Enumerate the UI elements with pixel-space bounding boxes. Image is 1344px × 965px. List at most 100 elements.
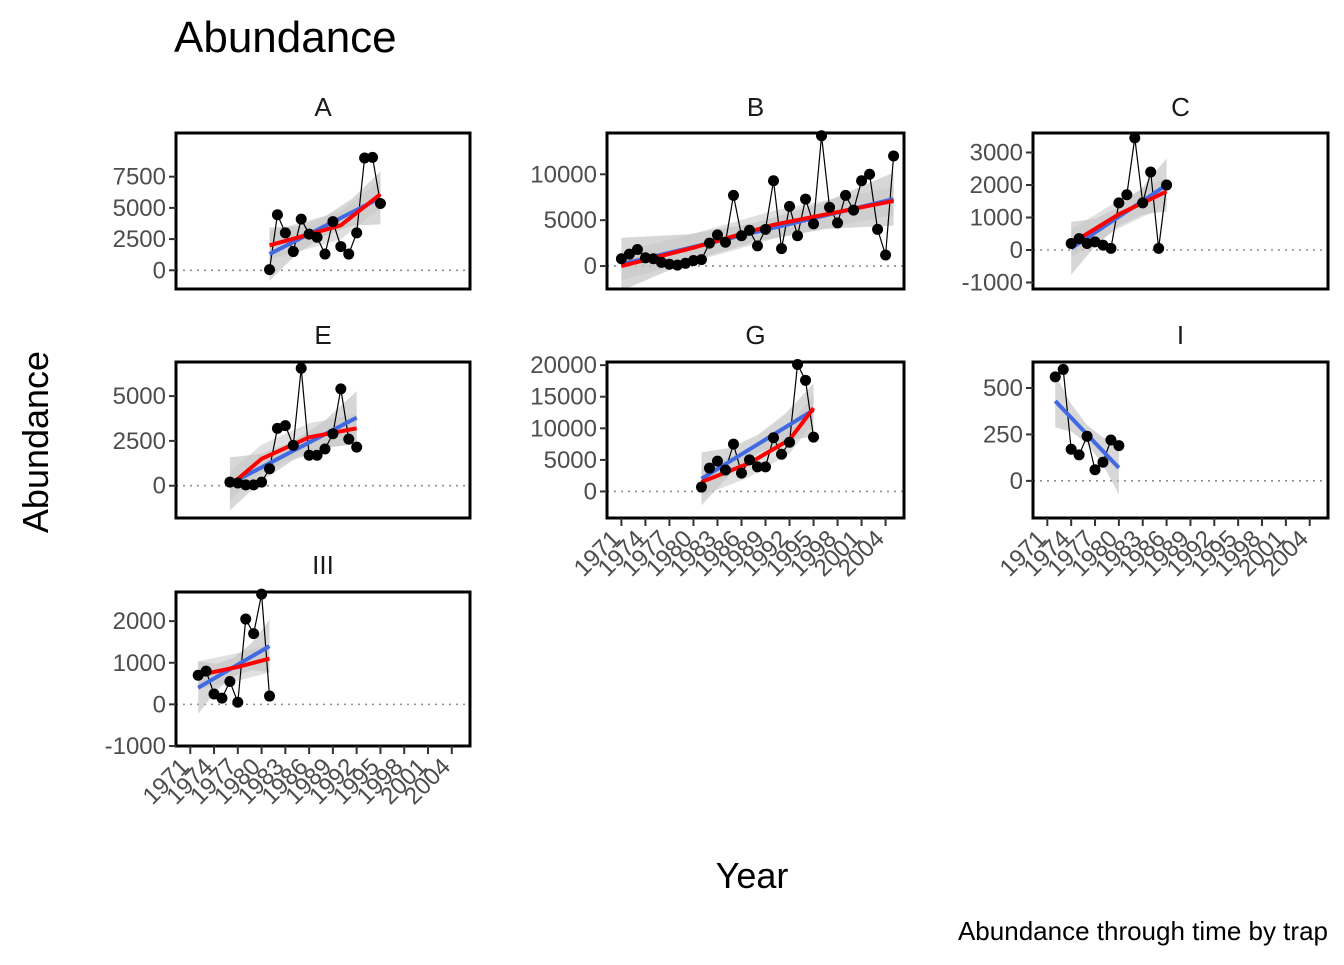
data-point bbox=[1073, 449, 1085, 461]
data-point bbox=[743, 224, 755, 236]
data-point bbox=[1161, 179, 1173, 191]
y-tick-label: 0 bbox=[153, 691, 166, 718]
curve-fit-line bbox=[1070, 189, 1168, 246]
linear-fit-line bbox=[1070, 183, 1168, 251]
data-point bbox=[343, 433, 355, 445]
plot-area-c bbox=[1033, 137, 1328, 275]
data-point bbox=[768, 175, 780, 187]
y-tick-label: 15000 bbox=[530, 384, 597, 411]
data-point bbox=[256, 476, 268, 488]
data-point bbox=[1145, 166, 1157, 178]
data-point bbox=[792, 230, 804, 242]
panel-frame bbox=[1031, 360, 1330, 520]
data-point bbox=[1081, 430, 1093, 442]
y-tick-label: 2000 bbox=[970, 172, 1023, 199]
y-tick-label: 10000 bbox=[530, 161, 597, 188]
data-point bbox=[1113, 440, 1125, 452]
data-point bbox=[1121, 189, 1133, 201]
data-point bbox=[367, 151, 379, 163]
data-point bbox=[864, 168, 876, 180]
data-point bbox=[335, 241, 347, 253]
data-point bbox=[264, 690, 276, 702]
data-point bbox=[271, 209, 283, 221]
data-point bbox=[719, 464, 731, 476]
data-point bbox=[343, 248, 355, 260]
data-point bbox=[311, 449, 323, 461]
panel-frame bbox=[605, 360, 906, 520]
y-tick-label: 1000 bbox=[970, 205, 1023, 232]
data-point bbox=[639, 252, 651, 264]
y-tick-label: 0 bbox=[1010, 237, 1023, 264]
data-point bbox=[327, 216, 339, 228]
data-point bbox=[631, 244, 643, 256]
y-tick-label: 10000 bbox=[530, 415, 597, 442]
x-axis-label: Year bbox=[716, 855, 789, 896]
panel-i: I025050019711974197719801983198619891992… bbox=[983, 320, 1330, 582]
panel-b: B 0 5000 10000 bbox=[530, 92, 906, 291]
data-point bbox=[1137, 197, 1149, 209]
panel-e: E 0 2500 5000 bbox=[113, 320, 472, 520]
data-point bbox=[856, 175, 868, 187]
y-tick-label: 2000 bbox=[113, 608, 166, 635]
data-point bbox=[695, 481, 707, 493]
data-point bbox=[264, 463, 276, 475]
y-tick-label: -1000 bbox=[105, 733, 166, 760]
data-point bbox=[1049, 371, 1061, 383]
data-point bbox=[287, 439, 299, 451]
data-point bbox=[295, 213, 307, 225]
y-tick-label: 0 bbox=[1010, 468, 1023, 495]
data-point bbox=[311, 231, 323, 243]
strip-label-b: B bbox=[747, 92, 764, 122]
data-point bbox=[840, 189, 852, 201]
panel-iii: III-100001000200019711974197719801983198… bbox=[105, 550, 472, 810]
y-tick-label: -1000 bbox=[962, 270, 1023, 297]
data-point bbox=[880, 249, 892, 261]
plot-area-e bbox=[176, 368, 470, 511]
data-point bbox=[776, 448, 788, 460]
y-tick-label: 5000 bbox=[544, 447, 597, 474]
y-tick-label: 0 bbox=[153, 257, 166, 284]
data-point bbox=[719, 236, 731, 248]
y-tick-label: 0 bbox=[153, 473, 166, 500]
strip-label-g: G bbox=[745, 320, 765, 350]
y-tick-label: 2500 bbox=[113, 428, 166, 455]
data-point bbox=[760, 461, 772, 473]
data-point bbox=[248, 628, 260, 640]
data-point bbox=[1113, 197, 1125, 209]
data-point bbox=[735, 230, 747, 242]
data-point bbox=[1065, 238, 1077, 249]
panel-frame bbox=[174, 131, 472, 291]
data-point bbox=[800, 374, 812, 386]
strip-label-e: E bbox=[314, 320, 331, 350]
y-tick-label: 250 bbox=[983, 421, 1023, 448]
data-point bbox=[351, 227, 363, 239]
data-point bbox=[687, 255, 699, 267]
plot-area-i bbox=[1033, 368, 1328, 495]
data-point bbox=[359, 152, 371, 164]
data-point bbox=[663, 258, 675, 270]
data-point bbox=[711, 455, 723, 467]
y-tick-label: 1000 bbox=[113, 650, 166, 677]
linear-fit-line bbox=[700, 408, 815, 481]
data-point bbox=[768, 432, 780, 444]
data-point bbox=[800, 193, 812, 205]
data-point bbox=[824, 201, 836, 213]
panel-g: G050001000015000200001971197419771980198… bbox=[530, 320, 906, 582]
y-tick-label: 3000 bbox=[970, 140, 1023, 167]
y-tick-label: 20000 bbox=[530, 352, 597, 379]
data-point bbox=[1089, 464, 1101, 476]
data-point bbox=[351, 441, 363, 453]
data-point bbox=[1153, 242, 1165, 254]
data-point bbox=[743, 454, 755, 466]
data-point bbox=[695, 254, 707, 266]
data-point bbox=[200, 665, 212, 677]
data-point bbox=[1097, 456, 1109, 468]
data-point bbox=[808, 218, 820, 230]
data-point bbox=[1057, 363, 1069, 375]
data-point bbox=[752, 240, 764, 252]
data-point bbox=[1065, 443, 1077, 455]
y-tick-label: 500 bbox=[983, 375, 1023, 402]
strip-label-c: C bbox=[1171, 92, 1190, 122]
data-point bbox=[784, 200, 796, 212]
